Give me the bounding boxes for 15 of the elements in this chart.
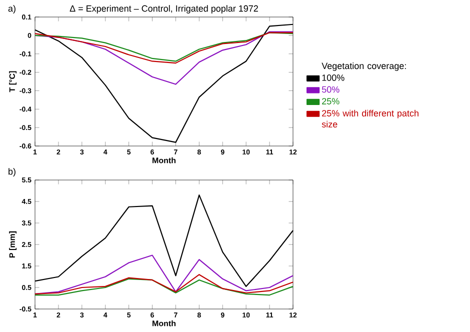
- text: a): [8, 5, 16, 14]
- text: b): [8, 168, 16, 176]
- x-axis-title: Month: [152, 320, 176, 326]
- chart-title: Δ = Experiment – Control, Irrigated poplar 1972: [70, 5, 258, 14]
- y-axis-title: T [°C]: [9, 71, 17, 92]
- line-series: [34, 278, 294, 296]
- legend-title: Vegetation coverage:: [322, 62, 406, 71]
- legend-label: 100%: [322, 74, 344, 81]
- x-axis-title: Month: [152, 157, 176, 164]
- legend-label: 25% with different patch size: [322, 110, 418, 128]
- legend-label: 50%: [322, 86, 340, 93]
- line-series: [34, 274, 294, 294]
- line-series: [34, 254, 294, 294]
- legend-label: 25%: [322, 98, 340, 104]
- y-axis-title: P [mm]: [9, 231, 17, 258]
